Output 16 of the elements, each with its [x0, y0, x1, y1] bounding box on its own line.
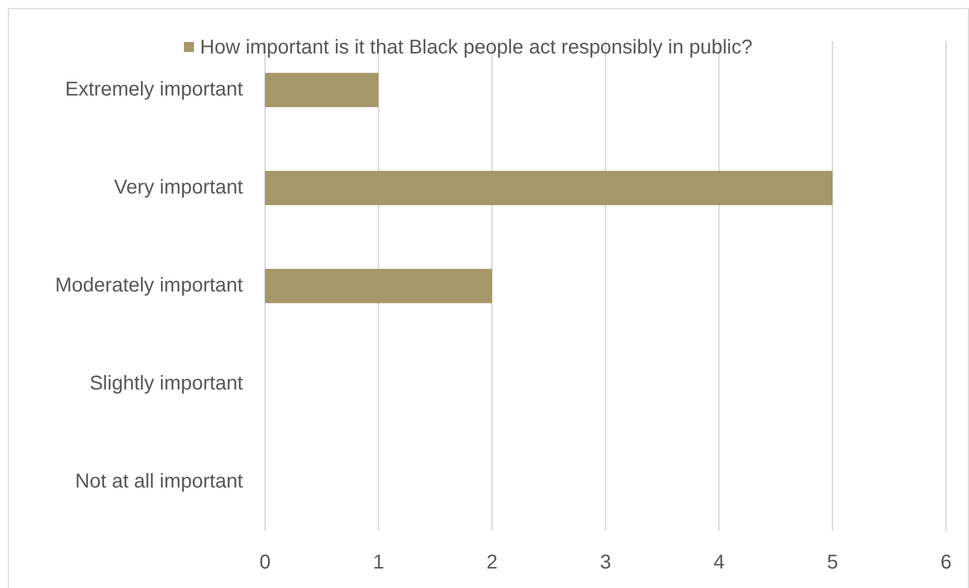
bar	[265, 72, 378, 108]
y-tick-label: Very important	[114, 176, 244, 198]
y-tick-label: Slightly important	[90, 372, 244, 394]
x-tick-label: 0	[259, 551, 271, 574]
x-tick-label: 1	[372, 551, 384, 574]
y-tick-label: Not at all important	[75, 470, 244, 492]
x-tick-label: 2	[486, 551, 498, 574]
x-tick-label: 3	[600, 551, 612, 574]
bar	[265, 268, 492, 304]
y-tick-label: Moderately important	[55, 274, 244, 296]
x-tick-label: 4	[713, 551, 725, 574]
x-tick-label: 5	[826, 551, 838, 574]
y-tick-label: Extremely important	[65, 78, 244, 100]
legend-label: How important is it that Black people act responsibly in public?	[200, 36, 752, 58]
bar	[265, 170, 832, 206]
x-tick-label: 6	[940, 551, 952, 574]
